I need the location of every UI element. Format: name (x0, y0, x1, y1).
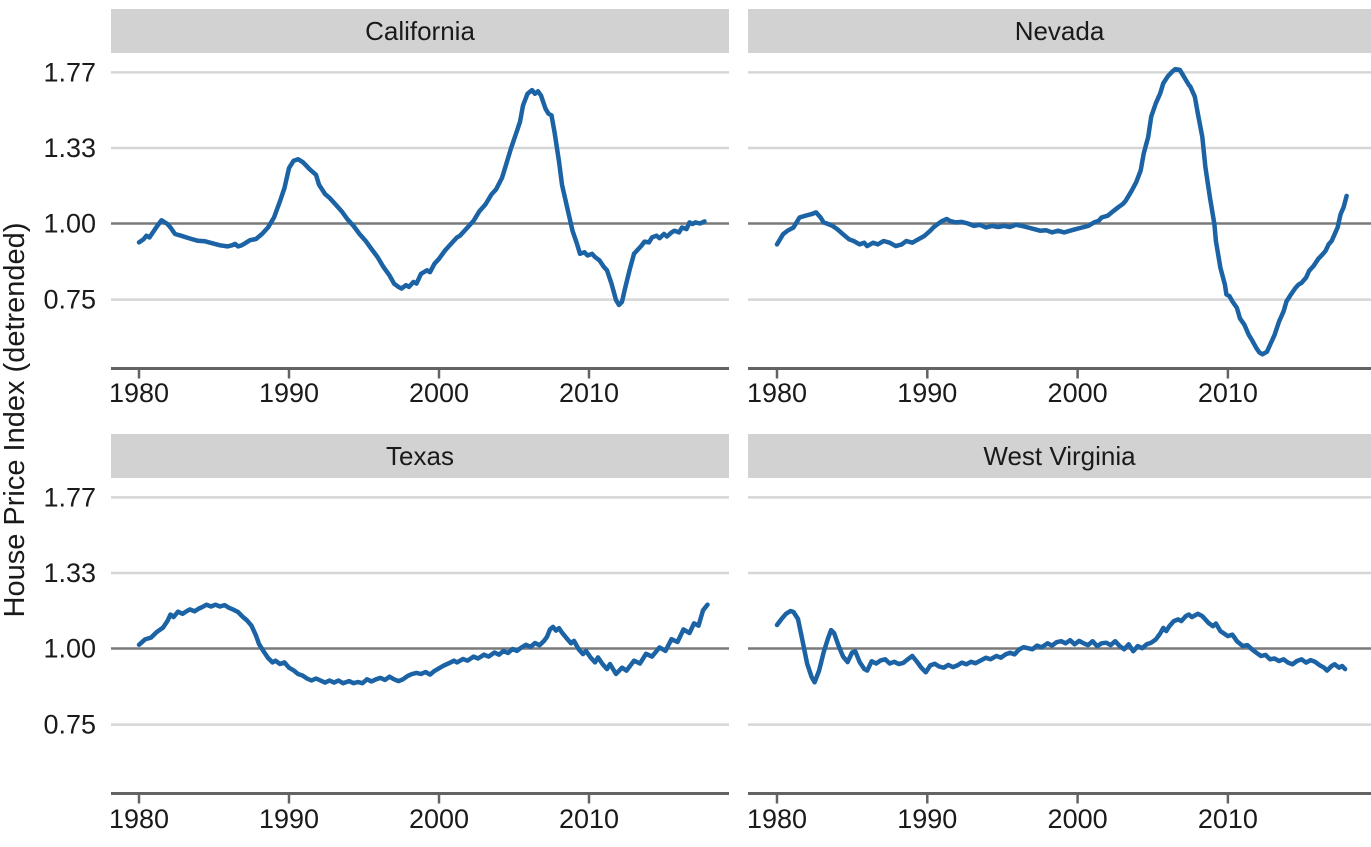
series-line-nevada (774, 66, 1349, 357)
facet-nevada: Nevada 1980 1990 2000 2010 (747, 9, 1371, 408)
x-tick-label-2010: 2010 (1198, 378, 1258, 408)
x-tick-label-2010: 2010 (559, 804, 619, 834)
facet-strip (111, 434, 729, 478)
facet-title: Texas (386, 441, 454, 471)
x-tick-label-1990: 1990 (259, 378, 319, 408)
facet-panels: California 1980 1990 2000 2010 1.77 1.33 1.00 0.… (43, 9, 1371, 834)
facet-strip (748, 9, 1371, 53)
x-tick-label-1980: 1980 (747, 804, 807, 834)
y-tick-label-0.75: 0.75 (43, 285, 96, 315)
facet-strip (748, 434, 1371, 478)
x-tick-label-2010: 2010 (1198, 804, 1258, 834)
y-tick-label-1.77: 1.77 (43, 482, 96, 512)
x-tick-label-2000: 2000 (1048, 804, 1108, 834)
facet-title: California (365, 16, 475, 46)
x-tick-label-1990: 1990 (897, 378, 957, 408)
x-tick-label-2010: 2010 (559, 378, 619, 408)
facet-title: Nevada (1015, 16, 1105, 46)
series-line-texas (136, 602, 710, 686)
series-line-west-virginia (774, 608, 1348, 685)
facet-west-virginia: West Virginia 1980 1990 2000 2010 (747, 434, 1371, 834)
y-tick-label-1.00: 1.00 (43, 634, 96, 664)
x-tick-label-1990: 1990 (259, 804, 319, 834)
x-tick-label-1990: 1990 (897, 804, 957, 834)
x-tick-label-1980: 1980 (747, 378, 807, 408)
facet-texas: Texas 1980 1990 2000 2010 1.77 1.33 1.00 0.75 (43, 434, 729, 834)
series-line-california (136, 87, 707, 308)
y-tick-label-0.75: 0.75 (43, 710, 96, 740)
x-tick-label-2000: 2000 (1048, 378, 1108, 408)
facet-title: West Virginia (983, 441, 1136, 471)
y-tick-label-1.33: 1.33 (43, 558, 96, 588)
x-tick-label-1980: 1980 (109, 804, 169, 834)
y-axis-title: House Price Index (detrended) (0, 223, 31, 618)
facet-strip (111, 9, 729, 53)
x-tick-label-1980: 1980 (109, 378, 169, 408)
x-tick-label-2000: 2000 (409, 804, 469, 834)
x-tick-label-2000: 2000 (409, 378, 469, 408)
y-tick-label-1.33: 1.33 (43, 133, 96, 163)
y-tick-label-1.77: 1.77 (43, 57, 96, 87)
facet-california: California 1980 1990 2000 2010 1.77 1.33 1.00 0.… (43, 9, 729, 408)
y-tick-label-1.00: 1.00 (43, 209, 96, 239)
